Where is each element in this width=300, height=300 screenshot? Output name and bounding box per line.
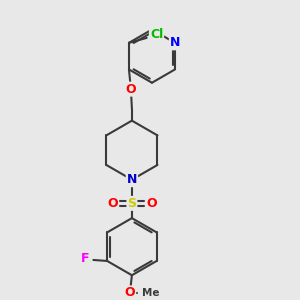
Text: N: N bbox=[127, 173, 137, 186]
Text: Cl: Cl bbox=[150, 28, 163, 41]
Text: O: O bbox=[107, 197, 118, 210]
Text: Me: Me bbox=[142, 288, 159, 298]
Text: O: O bbox=[146, 197, 157, 210]
Text: N: N bbox=[170, 36, 180, 49]
Text: S: S bbox=[128, 197, 136, 210]
Text: O: O bbox=[126, 82, 136, 96]
Text: F: F bbox=[81, 253, 90, 266]
Text: O: O bbox=[124, 286, 135, 299]
